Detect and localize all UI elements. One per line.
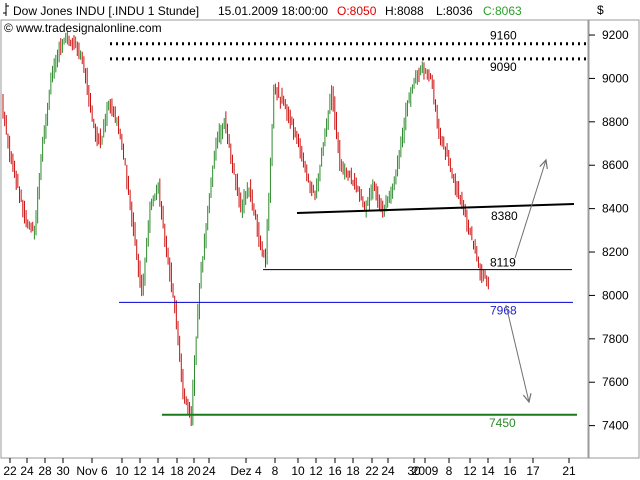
header-low: L:8036 bbox=[436, 4, 473, 18]
header-high: H:8088 bbox=[385, 4, 424, 18]
currency-symbol: $ bbox=[597, 3, 604, 17]
x-tick-label: 12 bbox=[309, 464, 323, 478]
header-close: C:8063 bbox=[483, 4, 522, 18]
x-tick-label: 2009 bbox=[412, 464, 439, 478]
y-tick-label: 9200 bbox=[602, 28, 629, 42]
level-label-8380: 8380 bbox=[491, 209, 518, 223]
x-tick-label: 16 bbox=[328, 464, 342, 478]
y-tick-label: 8800 bbox=[602, 115, 629, 129]
x-tick-label: 10 bbox=[291, 464, 305, 478]
x-tick-label: 8 bbox=[272, 464, 279, 478]
x-tick-label: 14 bbox=[481, 464, 495, 478]
y-tick-label: 7800 bbox=[602, 332, 629, 346]
price-axis-area bbox=[588, 19, 640, 459]
level-label-9090: 9090 bbox=[490, 60, 517, 74]
x-tick-label: 10 bbox=[115, 464, 129, 478]
x-axis: 22 24 28 30 Nov 6 10 12 14 18 20 24 Dez 4 8 10 12 16 18 2… bbox=[1, 457, 588, 478]
level-label-8119: 8119 bbox=[490, 256, 516, 270]
target-arrow-up-head bbox=[539, 158, 548, 169]
candle-chart-icon bbox=[3, 3, 9, 16]
y-tick-label: 8000 bbox=[602, 288, 629, 302]
target-arrow-down-head bbox=[522, 393, 532, 404]
x-tick-label: 14 bbox=[151, 464, 165, 478]
x-tick-label: 12 bbox=[463, 464, 477, 478]
x-tick-label: 28 bbox=[38, 464, 52, 478]
level-label-9160: 9160 bbox=[490, 29, 517, 43]
x-tick-label: 30 bbox=[407, 464, 421, 478]
x-tick-label: 18 bbox=[170, 464, 184, 478]
x-tick-label: 8 bbox=[446, 464, 453, 478]
trendline-8380 bbox=[296, 203, 575, 214]
plot-area bbox=[0, 19, 589, 459]
level-label-7450: 7450 bbox=[489, 416, 516, 430]
x-tick-label: 22 bbox=[365, 464, 379, 478]
y-axis: 7400 7600 7800 8000 8200 8400 8600 8800 9000 9200 bbox=[589, 28, 629, 433]
target-arrow-up bbox=[514, 159, 547, 259]
x-tick-label: Dez 4 bbox=[230, 464, 262, 478]
x-tick-label: 17 bbox=[526, 464, 540, 478]
x-tick-label: 24 bbox=[202, 464, 216, 478]
levels: 9160 9090 8380 8119 7968 7450 bbox=[110, 29, 588, 430]
header-open: O:8050 bbox=[337, 4, 377, 18]
source-label: © www.tradesignalonline.com bbox=[4, 21, 162, 35]
y-tick-label: 9000 bbox=[602, 71, 629, 85]
chart-header: Dow Jones INDU [.INDU 1 Stunde] 15.01.20… bbox=[3, 3, 604, 35]
x-tick-label: 18 bbox=[346, 464, 360, 478]
x-tick-label: 16 bbox=[503, 464, 517, 478]
y-tick-label: 7600 bbox=[602, 375, 629, 389]
candles bbox=[2, 30, 489, 427]
target-arrow-down bbox=[505, 304, 530, 403]
header-datetime: 15.01.2009 18:00:00 bbox=[218, 4, 328, 18]
chart-title: Dow Jones INDU [.INDU 1 Stunde] bbox=[13, 4, 199, 18]
arrows bbox=[505, 158, 548, 404]
x-tick-label: 24 bbox=[381, 464, 395, 478]
x-tick-label: 30 bbox=[56, 464, 70, 478]
y-tick-label: 7400 bbox=[602, 419, 629, 433]
x-tick-label: 20 bbox=[187, 464, 201, 478]
level-label-7968: 7968 bbox=[490, 303, 517, 317]
y-tick-label: 8600 bbox=[602, 158, 629, 172]
x-tick-label: 21 bbox=[562, 464, 576, 478]
x-tick-label: 12 bbox=[133, 464, 147, 478]
x-tick-label: 24 bbox=[20, 464, 34, 478]
x-tick-label: Nov 6 bbox=[76, 464, 108, 478]
x-tick-label: 22 bbox=[3, 464, 17, 478]
y-tick-label: 8200 bbox=[602, 245, 629, 259]
y-tick-label: 8400 bbox=[602, 202, 629, 216]
